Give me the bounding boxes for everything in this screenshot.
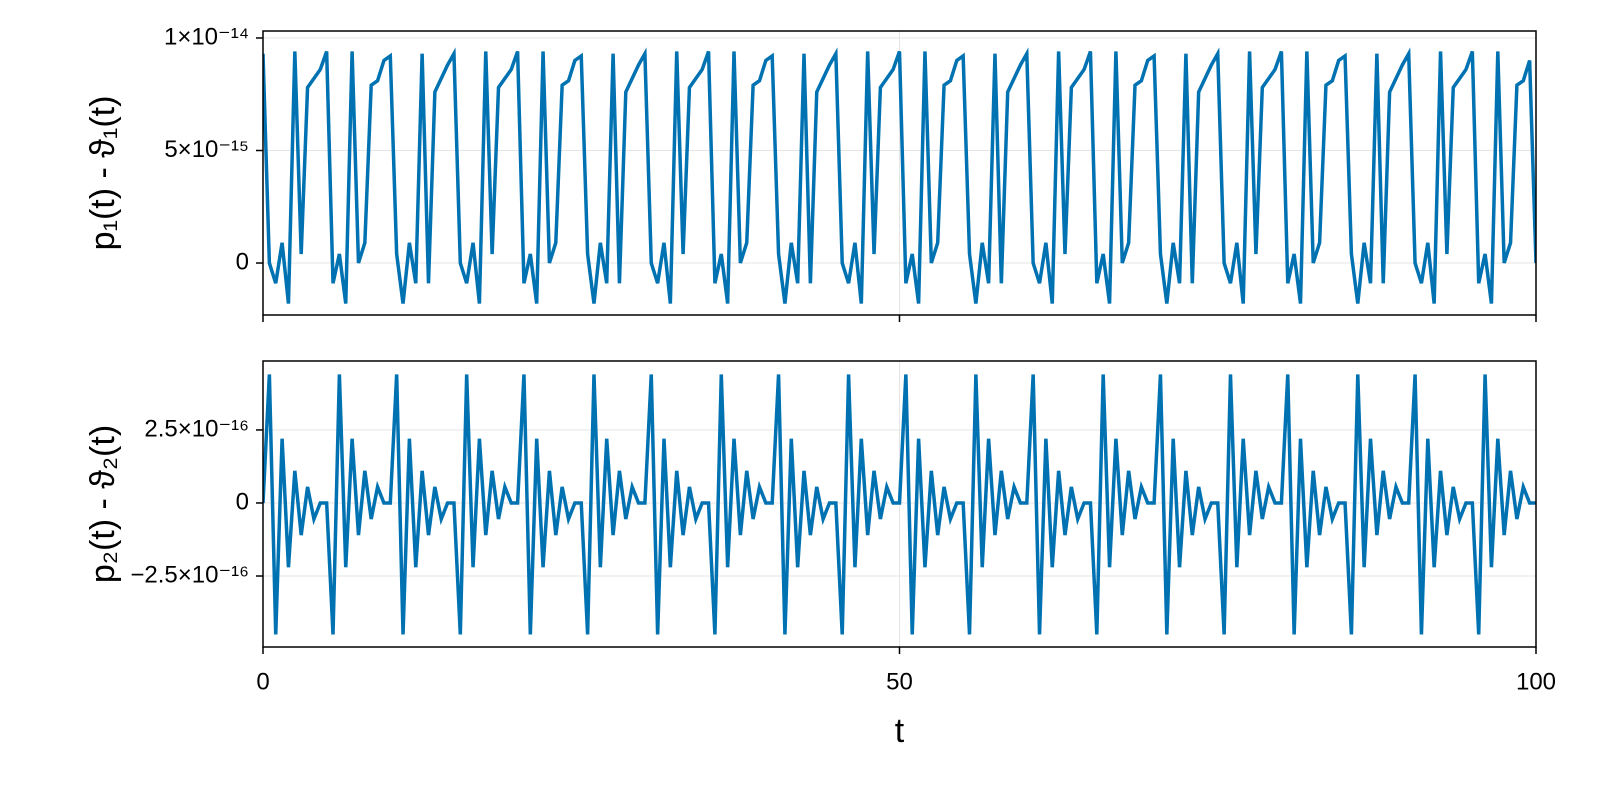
plot-frame	[262, 360, 1537, 648]
x-tick-label: 50	[886, 668, 913, 695]
y-tick-label: 2.5×10⁻¹⁶	[144, 415, 249, 442]
data-line	[263, 47, 1536, 304]
plot-frame	[262, 30, 1537, 316]
y-tick-label: 0	[236, 248, 249, 275]
y-tick-label: 0	[236, 488, 249, 515]
y-tick-label: 5×10⁻¹⁵	[164, 136, 249, 163]
x-axis-label: t	[895, 712, 905, 750]
y-tick-label: 1×10⁻¹⁴	[164, 23, 249, 50]
data-line	[263, 374, 1536, 635]
y-axis-label: p₂(t) - ϑ₂(t)	[84, 425, 122, 583]
y-tick-label: −2.5×10⁻¹⁶	[130, 561, 249, 588]
x-tick-label: 100	[1516, 668, 1556, 695]
x-tick-label: 0	[256, 668, 269, 695]
y-axis-label: p₁(t) - ϑ₁(t)	[84, 96, 122, 251]
